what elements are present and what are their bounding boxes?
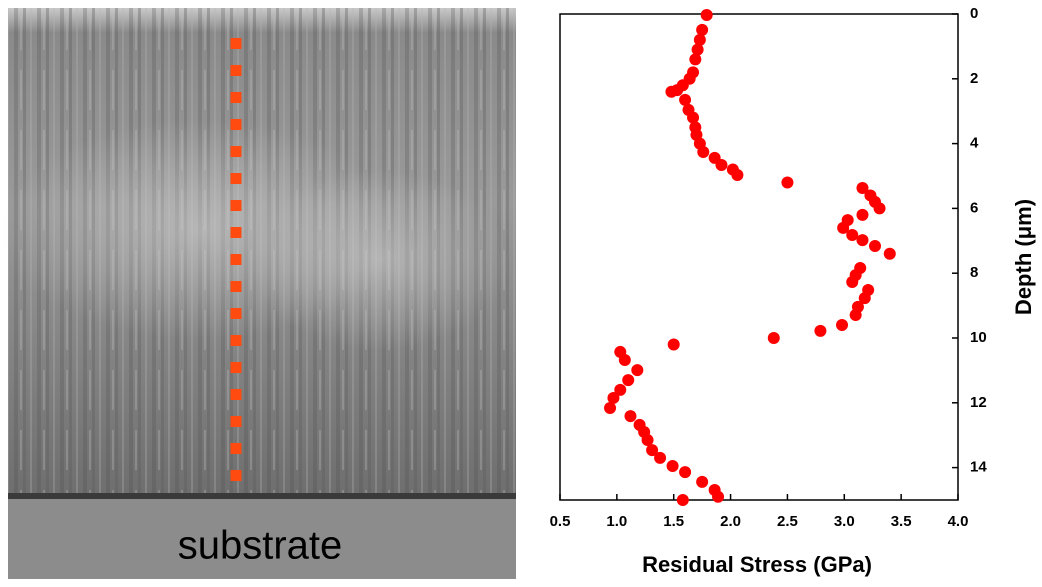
point	[856, 208, 869, 221]
y-tick-label: 12	[970, 394, 987, 411]
y-tick-label: 4	[970, 135, 979, 152]
x-tick-label: 2.5	[777, 513, 798, 530]
point	[873, 202, 886, 215]
y-tick-label: 8	[970, 264, 978, 281]
point	[781, 176, 794, 189]
point	[868, 239, 881, 252]
x-tick-label: 4.0	[948, 513, 969, 530]
point	[618, 354, 631, 367]
point	[856, 181, 869, 194]
point	[836, 319, 849, 332]
y-tick-label: 6	[970, 199, 978, 216]
point	[679, 93, 692, 106]
point	[607, 391, 620, 404]
point	[646, 444, 659, 457]
point	[883, 247, 896, 260]
point	[676, 494, 689, 506]
y-tick-label: 2	[970, 70, 978, 87]
sem-image: substrate	[0, 8, 516, 579]
plot-frame	[559, 13, 959, 501]
x-tick-label: 1.5	[663, 513, 684, 530]
y-tick-label: 0	[970, 5, 978, 22]
x-tick-label: 0.5	[550, 513, 571, 530]
y-tick-label: 10	[970, 329, 987, 346]
point	[667, 338, 680, 351]
substrate-label: substrate	[178, 524, 343, 568]
point	[856, 234, 869, 247]
point	[731, 169, 744, 182]
x-tick-label: 3.5	[891, 513, 912, 530]
point	[622, 374, 635, 387]
point	[691, 43, 704, 56]
point	[654, 451, 667, 464]
point	[679, 466, 692, 479]
point	[767, 332, 780, 344]
point	[846, 275, 859, 288]
y-axis-label: Depth (μm)	[1011, 199, 1036, 315]
point	[624, 410, 637, 423]
point	[614, 383, 627, 396]
point	[712, 490, 725, 503]
point	[666, 459, 679, 472]
x-tick-label: 3.0	[834, 513, 855, 530]
x-axis-label: Residual Stress (GPa)	[642, 552, 872, 577]
point	[700, 8, 713, 21]
x-tick-label: 2.0	[720, 513, 741, 530]
point	[687, 111, 700, 124]
point	[697, 146, 710, 159]
point	[858, 292, 871, 305]
point	[641, 434, 654, 447]
x-tick-label: 1.0	[606, 513, 627, 530]
point	[814, 324, 827, 337]
point	[689, 53, 702, 66]
y-tick-label: 14	[970, 459, 987, 476]
point	[631, 364, 644, 377]
point	[837, 221, 850, 234]
point	[604, 401, 617, 414]
point	[665, 85, 678, 98]
point	[693, 33, 706, 46]
point	[696, 23, 709, 36]
point	[849, 308, 862, 321]
point	[696, 475, 709, 488]
point	[846, 228, 859, 241]
point	[715, 158, 728, 171]
